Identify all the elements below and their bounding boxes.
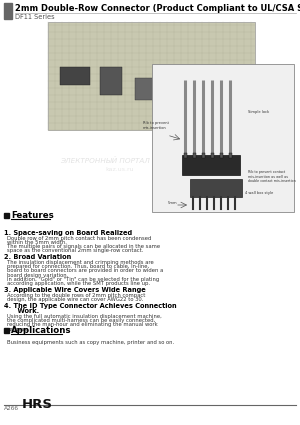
Text: 5mm: 5mm <box>168 201 178 205</box>
Bar <box>202 153 205 158</box>
Text: board design variation.: board design variation. <box>7 272 68 278</box>
Bar <box>165 77 205 107</box>
Text: Work.: Work. <box>4 308 39 314</box>
Text: Rib to prevent
mis-insertion: Rib to prevent mis-insertion <box>143 122 169 130</box>
Text: reducing the man-hour and eliminating the manual work: reducing the man-hour and eliminating th… <box>7 322 158 327</box>
Text: 4 wall box style: 4 wall box style <box>245 191 273 195</box>
Text: A266: A266 <box>4 406 19 411</box>
Text: space as the conventional 2mm single-row contact.: space as the conventional 2mm single-row… <box>7 248 143 253</box>
Text: within the 5mm width.: within the 5mm width. <box>7 240 67 245</box>
Bar <box>48 22 255 130</box>
Text: design, the applicable wire can cover AWG22 to 30.: design, the applicable wire can cover AW… <box>7 297 143 302</box>
Bar <box>152 64 294 212</box>
Text: the complicated multi-harness can be easily connected,: the complicated multi-harness can be eas… <box>7 318 155 323</box>
Text: kaz.us.ru: kaz.us.ru <box>106 167 134 172</box>
Text: Double row of 2mm pitch contact has been condensed: Double row of 2mm pitch contact has been… <box>7 235 152 241</box>
Text: board to board connectors are provided in order to widen a: board to board connectors are provided i… <box>7 268 163 273</box>
Text: The insulation displacement and crimping methods are: The insulation displacement and crimping… <box>7 260 154 265</box>
Bar <box>60 67 90 85</box>
Text: The multiple pairs of signals can be allocated in the same: The multiple pairs of signals can be all… <box>7 244 160 249</box>
Text: Features: Features <box>11 211 54 220</box>
Bar <box>193 153 196 158</box>
Bar <box>4 3 12 19</box>
Text: In addition, "Gold" or "Tin" can be selected for the plating: In addition, "Gold" or "Tin" can be sele… <box>7 277 159 282</box>
Text: HRS: HRS <box>22 398 53 411</box>
Text: ЭЛЕКТРОННЫЙ ПОРТАЛ: ЭЛЕКТРОННЫЙ ПОРТАЛ <box>60 156 150 164</box>
Text: 4. The ID Type Connector Achieves Connection: 4. The ID Type Connector Achieves Connec… <box>4 303 177 309</box>
Bar <box>190 179 242 197</box>
Text: According to the double rows of 2mm pitch compact: According to the double rows of 2mm pitc… <box>7 292 146 298</box>
Bar <box>182 155 240 175</box>
Text: Business equipments such as copy machine, printer and so on.: Business equipments such as copy machine… <box>7 340 174 345</box>
Text: 2. Broad Variation: 2. Broad Variation <box>4 254 71 260</box>
Text: Applications: Applications <box>11 326 71 335</box>
Bar <box>229 153 232 158</box>
Bar <box>184 153 187 158</box>
Bar <box>100 67 122 95</box>
Text: process.: process. <box>7 326 29 332</box>
Text: 2mm Double-Row Connector (Product Compliant to UL/CSA Standard): 2mm Double-Row Connector (Product Compli… <box>15 3 300 12</box>
Text: according application, while the SMT products line up.: according application, while the SMT pro… <box>7 281 150 286</box>
Text: Using the full automatic insulation displacement machine,: Using the full automatic insulation disp… <box>7 314 162 319</box>
Bar <box>220 153 223 158</box>
Text: 1. Space-saving on Board Realized: 1. Space-saving on Board Realized <box>4 230 132 236</box>
Text: 3. Applicable Wire Covers Wide Range: 3. Applicable Wire Covers Wide Range <box>4 287 146 293</box>
Text: DF11 Series: DF11 Series <box>15 14 55 20</box>
Bar <box>135 78 153 100</box>
Text: Simple lock: Simple lock <box>248 110 269 114</box>
Text: prepared for connection. Thus, board to cable, In-line,: prepared for connection. Thus, board to … <box>7 264 149 269</box>
Bar <box>4 213 9 218</box>
Text: Rib to prevent contact
mis-insertion as well as
double contact mis-insertion: Rib to prevent contact mis-insertion as … <box>248 170 296 183</box>
Bar <box>211 153 214 158</box>
Bar <box>215 100 240 115</box>
Bar <box>4 328 9 333</box>
